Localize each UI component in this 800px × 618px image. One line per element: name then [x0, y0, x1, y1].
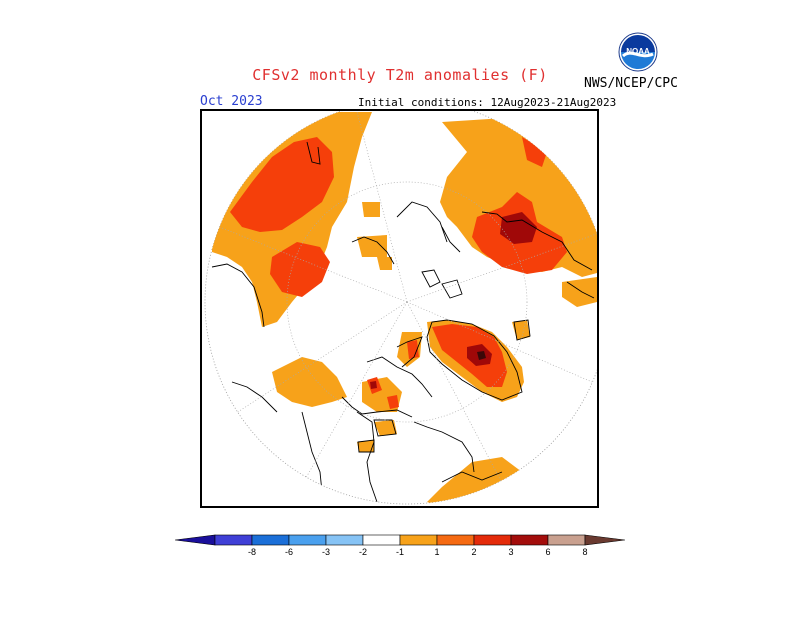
polar-map [200, 109, 599, 508]
colorbar-tick-label: -6 [285, 547, 293, 557]
colorbar-swatch [288, 534, 327, 546]
colorbar-max-arrow [584, 534, 625, 546]
anomaly-region-plus6 [477, 351, 486, 360]
colorbar: -8 -6 -3 -2 -1 1 2 3 6 8 [175, 534, 625, 557]
colorbar-swatch [325, 534, 364, 546]
svg-text:NOAA: NOAA [626, 47, 650, 56]
colorbar-swatch [436, 534, 475, 546]
colorbar-tick-label: 6 [545, 547, 550, 557]
colorbar-tick-label: 2 [471, 547, 476, 557]
colorbar-tick-label: -2 [359, 547, 367, 557]
colorbar-tick-label: 3 [508, 547, 513, 557]
colorbar-swatch [399, 534, 438, 546]
anomaly-regions-plus2 [230, 137, 567, 409]
initial-conditions-label: Initial conditions: 12Aug2023-21Aug2023 [358, 96, 617, 109]
map-graticule [206, 111, 597, 503]
colorbar-swatch [473, 534, 512, 546]
colorbar-swatch [251, 534, 290, 546]
agency-label: NWS/NCEP/CPC [584, 76, 678, 91]
colorbar-swatch [362, 534, 401, 546]
colorbar-tick-label: -1 [396, 547, 404, 557]
colorbar-swatch [510, 534, 549, 546]
forecast-month: Oct 2023 [200, 94, 263, 109]
chart-title: CFSv2 monthly T2m anomalies (F) [252, 66, 548, 84]
colorbar-min-arrow [175, 534, 216, 546]
colorbar-tick-label: -8 [248, 547, 256, 557]
colorbar-tick-label: 1 [434, 547, 439, 557]
coastlines [211, 116, 595, 503]
colorbar-swatch [214, 534, 253, 546]
map-canvas [204, 111, 597, 505]
noaa-logo: NOAA [618, 32, 658, 72]
colorbar-tick-label: 8 [582, 547, 587, 557]
colorbar-swatch [547, 534, 586, 546]
colorbar-tick-label: -3 [322, 547, 330, 557]
